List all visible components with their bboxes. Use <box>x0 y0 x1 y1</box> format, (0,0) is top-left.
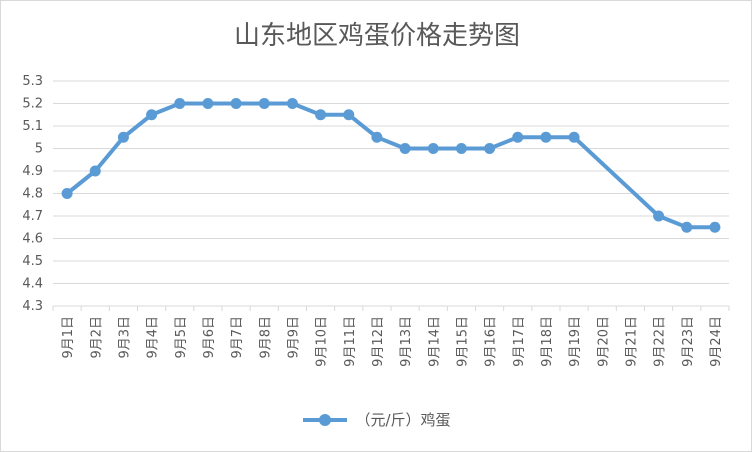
data-point <box>681 221 693 233</box>
y-tick-label: 4.3 <box>22 299 43 314</box>
data-point <box>61 188 73 199</box>
x-tick-label: 9月8日 <box>258 316 273 359</box>
x-tick-label: 9月2日 <box>89 316 104 359</box>
y-tick-label: 4.7 <box>22 209 43 224</box>
legend-label: （元/斤）鸡蛋 <box>355 411 451 429</box>
data-point <box>427 143 439 154</box>
chart-title: 山东地区鸡蛋价格走势图 <box>233 21 520 51</box>
x-tick-label: 9月14日 <box>427 316 442 367</box>
x-tick-label: 9月13日 <box>399 316 414 367</box>
data-point <box>371 131 383 143</box>
x-tick-label: 9月9日 <box>286 316 301 359</box>
x-tick-label: 9月7日 <box>230 316 245 359</box>
data-point <box>286 98 298 109</box>
legend: （元/斤）鸡蛋 <box>1 409 751 430</box>
y-tick-label: 4.5 <box>22 254 43 269</box>
y-tick-label: 4.4 <box>22 277 43 292</box>
x-tick-label: 9月12日 <box>371 316 386 367</box>
y-tick-label: 4.8 <box>22 187 43 202</box>
data-point <box>653 210 665 222</box>
data-point <box>315 109 327 121</box>
x-tick-label: 9月23日 <box>681 316 696 367</box>
data-point <box>258 98 270 109</box>
x-tick-label: 9月18日 <box>540 316 555 367</box>
x-tick-label: 9月10日 <box>315 316 330 367</box>
data-point <box>568 131 580 143</box>
data-point <box>89 165 101 177</box>
y-tick-label: 4.6 <box>22 232 43 247</box>
x-tick-label: 9月19日 <box>568 316 583 367</box>
x-tick-label: 9月22日 <box>653 316 668 367</box>
x-tick-label: 9月20日 <box>596 316 611 367</box>
x-tick-label: 9月16日 <box>484 316 499 367</box>
x-tick-label: 9月4日 <box>146 316 161 359</box>
x-tick-label: 9月3日 <box>117 316 132 359</box>
data-point <box>540 131 552 143</box>
data-point <box>230 98 242 109</box>
x-tick-label: 9月21日 <box>624 316 639 367</box>
data-point <box>512 131 524 143</box>
y-tick-label: 5.2 <box>22 97 43 112</box>
data-point <box>146 109 158 121</box>
data-point <box>174 98 186 109</box>
data-point <box>484 143 496 154</box>
x-tick-label: 9月1日 <box>61 316 76 359</box>
data-point <box>117 131 129 143</box>
y-tick-label: 4.9 <box>22 164 43 179</box>
legend-marker-icon <box>303 413 348 427</box>
x-tick-label: 9月17日 <box>512 316 527 367</box>
x-tick-label: 9月11日 <box>343 316 358 367</box>
y-tick-label: 5.1 <box>22 119 43 134</box>
data-point <box>343 109 355 121</box>
x-tick-label: 9月24日 <box>709 316 724 367</box>
data-point <box>202 98 214 109</box>
y-tick-label: 5.3 <box>22 74 43 89</box>
data-point <box>709 221 721 233</box>
data-point <box>399 143 411 154</box>
data-point <box>455 143 467 154</box>
x-tick-label: 9月6日 <box>202 316 217 359</box>
x-tick-label: 9月5日 <box>174 316 189 359</box>
x-tick-label: 9月15日 <box>455 316 470 367</box>
series-line <box>65 101 715 230</box>
y-tick-label: 5 <box>35 142 43 157</box>
